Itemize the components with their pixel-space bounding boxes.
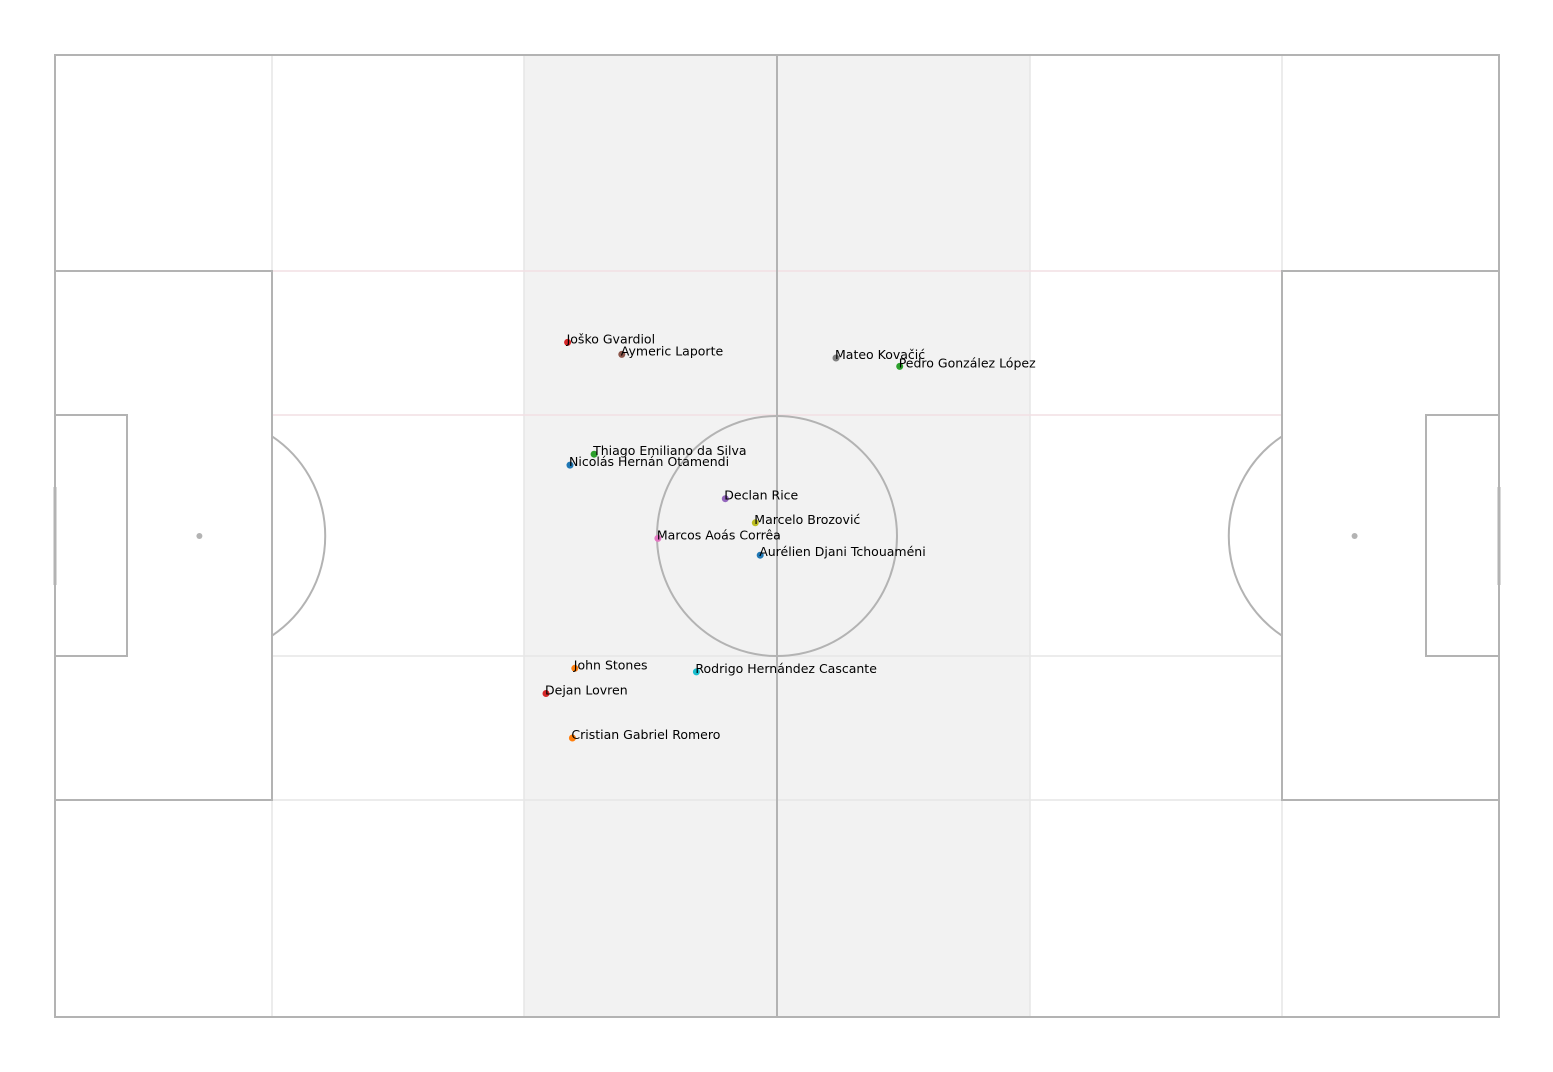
- right-penalty-box: [1281, 270, 1500, 801]
- player-point: [721, 495, 729, 503]
- player-label: Marcos Aoás Corrêa: [657, 527, 781, 542]
- player-label: Mateo Kovačić: [835, 347, 925, 362]
- player-label: Thiago Emiliano da Silva: [592, 443, 746, 458]
- left-penalty-spot: [196, 533, 203, 539]
- center-spot: [774, 533, 780, 539]
- right-six-yard-box: [1425, 414, 1500, 657]
- player-point: [654, 534, 662, 542]
- player-point: [756, 551, 764, 559]
- player-point: [571, 664, 579, 672]
- player-point: [564, 338, 572, 346]
- right-penalty-arc: [1227, 435, 1283, 637]
- player-label: Pedro González López: [899, 355, 1036, 370]
- player-label: Cristian Gabriel Romero: [571, 727, 720, 742]
- left-penalty-arc: [271, 435, 327, 637]
- player-label: Rodrigo Hernández Cascante: [695, 661, 877, 676]
- player-point: [542, 690, 550, 697]
- player-point: [832, 354, 840, 362]
- player-point: [618, 350, 626, 358]
- player-label: Aymeric Laporte: [621, 343, 724, 358]
- left-six-yard-box: [54, 414, 128, 657]
- pitch-spots: [196, 533, 1358, 539]
- player-point: [568, 734, 576, 742]
- player-label: Marcelo Brozović: [754, 512, 860, 527]
- player-point: [590, 450, 598, 458]
- player-point: [896, 362, 904, 370]
- player-label: Dejan Lovren: [545, 683, 628, 698]
- player-label: Joško Gvardiol: [566, 331, 655, 346]
- player-label: Aurélien Djani Tchouaméni: [759, 544, 926, 559]
- right-penalty-spot: [1351, 533, 1358, 539]
- player-label: John Stones: [573, 657, 648, 672]
- player-label: Declan Rice: [724, 488, 798, 503]
- player-point: [566, 461, 574, 469]
- player-point: [692, 668, 700, 676]
- player-label: Nicolás Hernán Otamendi: [569, 454, 729, 469]
- player-point: [751, 519, 759, 527]
- left-penalty-box: [54, 270, 273, 801]
